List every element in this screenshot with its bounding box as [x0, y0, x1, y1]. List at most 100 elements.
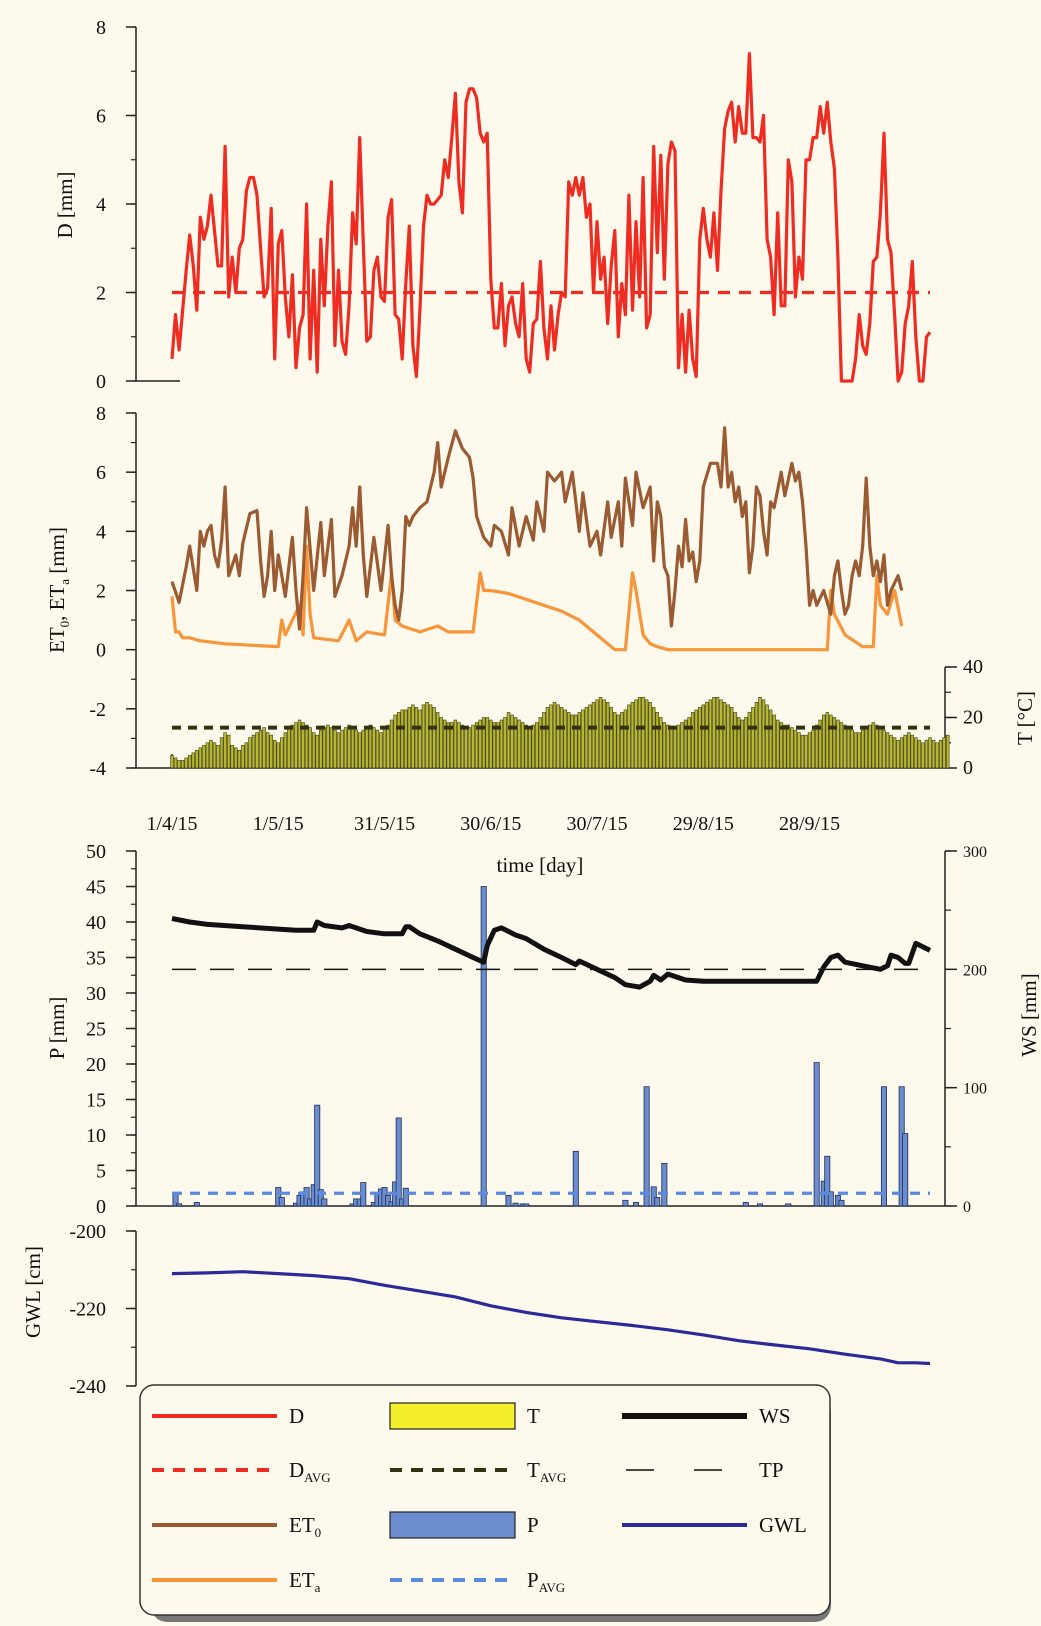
- t-bar: [234, 747, 238, 769]
- legend-label-gwl: GWL: [759, 1513, 807, 1537]
- t-bar: [641, 696, 645, 769]
- t-bar: [510, 714, 514, 769]
- t-bar: [715, 696, 720, 769]
- t-bar: [255, 732, 259, 769]
- ws-series-line: [171, 916, 932, 990]
- t-bar: [566, 712, 571, 769]
- t-bar: [326, 724, 330, 769]
- t-bar: [914, 737, 918, 769]
- et0-series-line: [170, 426, 904, 631]
- t-bar: [882, 729, 886, 769]
- t-bar: [708, 699, 713, 769]
- t-bar: [290, 724, 295, 769]
- t-bar: [637, 696, 642, 769]
- t-bar: [280, 737, 284, 769]
- eta-series-line: [170, 544, 904, 652]
- t-bar: [761, 699, 766, 769]
- t-bar: [389, 719, 394, 769]
- t-bar: [237, 750, 242, 769]
- t-bar: [499, 719, 504, 769]
- t-bar: [195, 750, 199, 769]
- t-bar: [570, 714, 574, 769]
- t-bar: [418, 709, 422, 769]
- p-bar: [395, 1117, 402, 1207]
- t-bar: [839, 722, 844, 769]
- t-bar: [425, 702, 429, 769]
- t-bar: [917, 739, 922, 769]
- p-axis-label: P [mm]: [45, 997, 69, 1060]
- t-bar: [450, 722, 454, 769]
- t-bar: [857, 732, 861, 769]
- t-bar: [506, 712, 511, 769]
- t-bar: [701, 704, 706, 769]
- p-bar: [661, 1163, 668, 1207]
- t-bar: [435, 712, 440, 769]
- ws-tick-label: 100: [963, 1081, 987, 1098]
- d-tick-label: 6: [96, 106, 106, 128]
- t-bar: [829, 714, 833, 769]
- t-bar: [262, 727, 266, 769]
- legend-label-p: P: [527, 1513, 539, 1537]
- legend-label-subscript: AVG: [539, 1580, 566, 1595]
- t-bar: [241, 744, 245, 769]
- t-bar: [329, 727, 334, 769]
- t-bar: [265, 732, 270, 769]
- t-bar: [931, 739, 936, 769]
- t-bar: [358, 732, 362, 769]
- t-bar: [683, 719, 688, 769]
- t-bar: [322, 727, 327, 769]
- t-bar: [694, 709, 698, 769]
- t-bar: [892, 737, 897, 769]
- t-bar: [347, 724, 351, 769]
- legend-label-subscript: AVG: [304, 1470, 331, 1485]
- et-tick-label: 4: [96, 521, 106, 543]
- d-axis-label: D [mm]: [53, 171, 77, 238]
- t-bar: [528, 727, 532, 769]
- t-bar: [375, 729, 380, 769]
- legend-label-subscript: AVG: [540, 1470, 567, 1485]
- p-bar: [633, 1202, 640, 1207]
- t-bar: [779, 722, 783, 769]
- t-bar: [921, 742, 925, 769]
- t-bar: [864, 727, 868, 769]
- p-bar: [756, 1203, 763, 1207]
- t-bar: [464, 727, 468, 769]
- t-bar: [311, 732, 316, 769]
- t-bar: [768, 709, 773, 769]
- t-bar: [666, 724, 670, 769]
- t-bar: [786, 724, 791, 769]
- p-bar: [838, 1199, 845, 1207]
- p-bar: [785, 1203, 792, 1207]
- t-bar: [577, 712, 582, 769]
- t-bar: [783, 724, 787, 769]
- t-bar: [591, 702, 596, 769]
- x-tick-label: 1/4/15: [146, 813, 197, 835]
- t-bar: [875, 724, 879, 769]
- t-bar: [800, 734, 805, 769]
- t-bar: [205, 742, 210, 769]
- ws-axis-label: WS [mm]: [1017, 973, 1041, 1056]
- t-bar: [333, 729, 337, 769]
- t-bar: [846, 727, 851, 769]
- t-bar: [924, 739, 929, 769]
- p-bar: [654, 1197, 661, 1207]
- t-bar: [457, 722, 461, 769]
- t-bar: [938, 739, 943, 769]
- t-bar: [733, 712, 737, 769]
- t-bar: [836, 719, 840, 769]
- t-bar: [860, 729, 865, 769]
- t-bar: [226, 734, 231, 769]
- t-bar: [343, 727, 348, 769]
- t-bar: [372, 727, 376, 769]
- t-bar: [850, 729, 854, 769]
- t-bar: [907, 732, 911, 769]
- t-bar: [535, 722, 539, 769]
- t-bar: [690, 712, 695, 769]
- et-tick-label: -2: [89, 699, 106, 721]
- t-bar: [411, 704, 415, 769]
- p-tick-label: 0: [96, 1196, 106, 1218]
- t-bar: [414, 707, 419, 769]
- p-bar: [650, 1186, 657, 1207]
- t-bar: [705, 702, 709, 769]
